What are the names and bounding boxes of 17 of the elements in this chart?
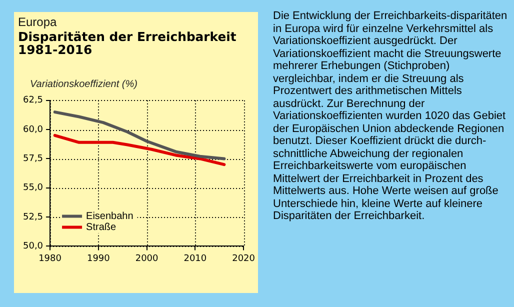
- y-tick-label: 62,5: [22, 96, 44, 106]
- x-tick-label: 2020: [232, 254, 256, 264]
- x-tick-label: 2010: [184, 254, 207, 264]
- y-tick-label: 50,0: [22, 242, 44, 252]
- y-tick-label: 57,5: [22, 154, 44, 164]
- x-tick-label: 1980: [38, 254, 62, 264]
- y-tick-label: 55,0: [22, 183, 44, 194]
- chart-title: Disparitäten der Erreichbarkeit 1981-2016: [18, 29, 238, 57]
- legend-label: Eisenbahn: [86, 210, 134, 222]
- x-tick-label: 1990: [86, 254, 110, 264]
- y-axis-title: Variationskoeffizient (%): [30, 79, 138, 90]
- legend-label: Straße: [86, 222, 116, 233]
- x-tick-label: 2000: [135, 254, 159, 264]
- y-tick-label: 60,0: [22, 124, 44, 135]
- chart-subtitle: Europa: [18, 15, 57, 29]
- text: Die Entwicklung der Erreichbarkeits-disparitäten in Europa wird für einzelne Verkehrsmittel als Variationskoeffizient ausgedrückt. Der Variationskoeffizient macht die Streuungswerte mehrerer Erhebungen (Stichproben) vergleichbar, indem er die Streuung als Prozentwert des arithmetischen Mittels ausdrückt. Zur Berechnung der Variationskoeffizienten wurden 1020 das Gebiet der Europäischen Union abdeckende Regionen benutzt. Dieser Koeffizient drückt die durch-schnittliche Abweichung der regionalen Erreichbarkeitswerte vom europäischen Mittelwert der Erreichbarkeit in Prozent des Mittelwerts aus. Hohe Werte weisen auf große Unterschiede hin, kleine Werte auf kleinere Disparitäten der Erreichbarkeit.: [273, 10, 508, 222]
- y-tick-label: 52,5: [22, 212, 44, 222]
